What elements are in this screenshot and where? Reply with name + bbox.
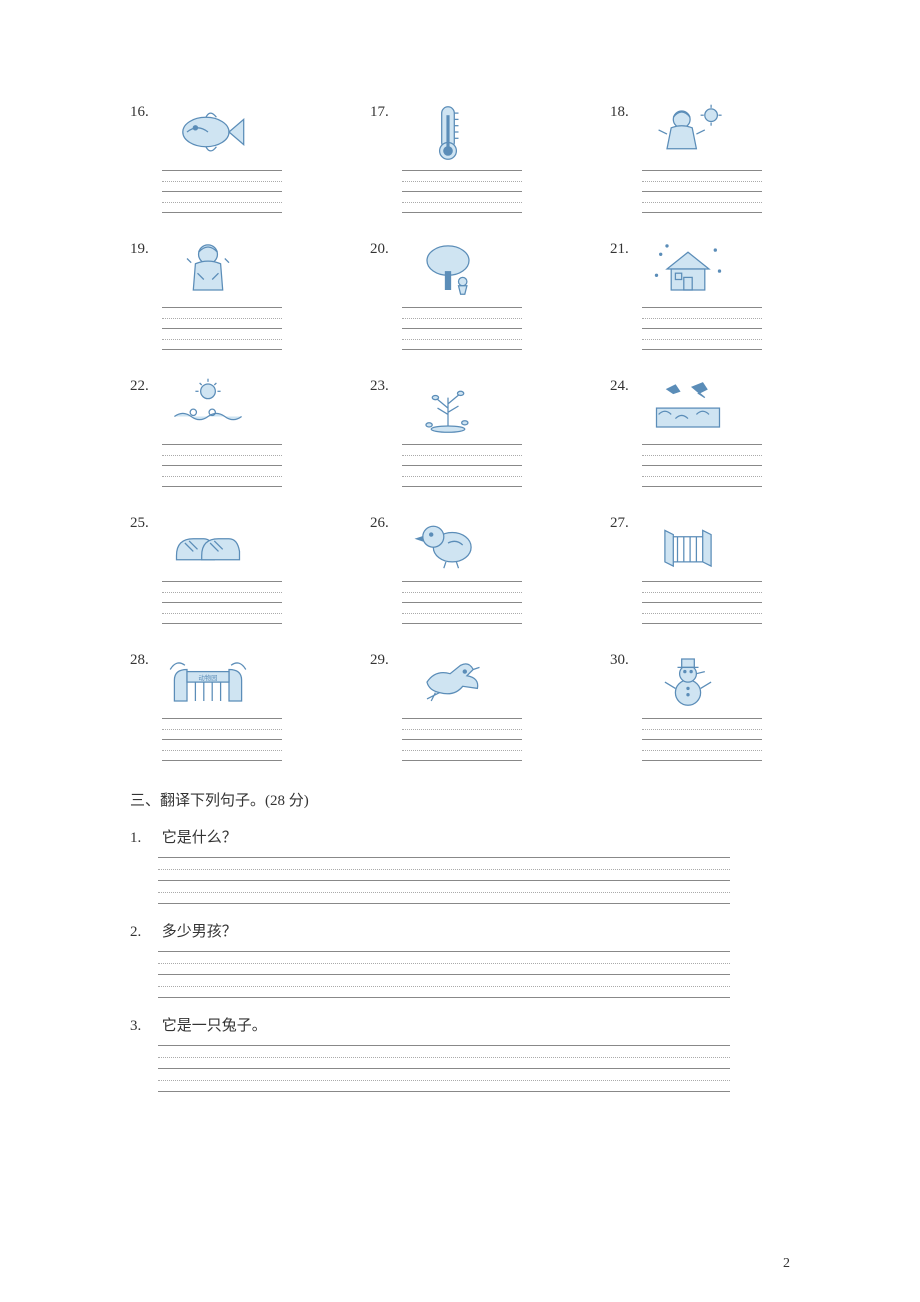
picture-grid: 16. 17. 18. [130,100,790,761]
translation-number: 3. [130,1018,158,1035]
question-number: 21. [610,237,642,258]
question-number: 29. [370,648,402,669]
picture-item: 21. [610,237,790,350]
translation-item: 3. 它是一只兔子。 [130,1014,790,1092]
tree-child-icon [402,237,494,301]
picture-item: 24. [610,374,790,487]
question-number: 28. [130,648,162,669]
picture-item: 23. [370,374,550,487]
translation-text: 它是什么？ [162,830,237,846]
answer-rule-lines [642,301,762,350]
question-number: 26. [370,511,402,532]
answer-rule-lines [162,712,282,761]
question-number: 20. [370,237,402,258]
answer-rule-lines [402,301,522,350]
picture-item: 25. [130,511,310,624]
answer-rule-lines [162,301,282,350]
picture-item: 29. [370,648,550,761]
answer-rule-lines [162,438,282,487]
answer-rule-lines [642,575,762,624]
picture-item: 17. [370,100,550,213]
translation-number: 2. [130,924,158,941]
question-number: 24. [610,374,642,395]
translation-text: 它是一只兔子。 [162,1018,267,1034]
section-3-heading: 三、翻译下列句子。(28 分) [130,789,790,810]
girl-sun-icon [642,100,734,164]
page-number: 2 [783,1256,790,1272]
picture-item: 22. [130,374,310,487]
snow-house-icon [642,237,734,301]
picture-item: 27. [610,511,790,624]
answer-rule-lines [162,164,282,213]
chick-icon [402,511,494,575]
answer-rule-lines [158,857,730,904]
snowman-icon [642,648,734,712]
translation-item: 1. 它是什么？ [130,826,790,904]
question-number: 25. [130,511,162,532]
dove-icon [402,648,494,712]
shoes-icon [162,511,254,575]
answer-rule-lines [158,951,730,998]
answer-rule-lines [642,438,762,487]
translation-item: 2. 多少男孩？ [130,920,790,998]
question-number: 30. [610,648,642,669]
question-number: 23. [370,374,402,395]
answer-rule-lines [642,712,762,761]
picture-item: 18. [610,100,790,213]
autumn-tree-icon [402,374,494,438]
question-number: 16. [130,100,162,121]
translation-list: 1. 它是什么？ 2. 多少男孩？ 3. 它是一只兔子。 [130,826,790,1092]
picture-item: 20. [370,237,550,350]
worksheet-page: 16. 17. 18. [0,0,920,1302]
answer-rule-lines [402,712,522,761]
picture-item: 16. [130,100,310,213]
cold-person-icon [162,237,254,301]
question-number: 17. [370,100,402,121]
picture-item: 30. [610,648,790,761]
translation-text: 多少男孩？ [162,924,237,940]
translation-number: 1. [130,830,158,847]
picture-item: 26. [370,511,550,624]
answer-rule-lines [158,1045,730,1092]
question-number: 27. [610,511,642,532]
answer-rule-lines [642,164,762,213]
picture-item: 28. [130,648,310,761]
thermometer-icon [402,100,494,164]
sun-swim-icon [162,374,254,438]
answer-rule-lines [402,575,522,624]
question-number: 22. [130,374,162,395]
zoo-gate-icon [162,648,254,712]
picture-item: 19. [130,237,310,350]
fish-icon [162,100,254,164]
gate-icon [642,511,734,575]
question-number: 18. [610,100,642,121]
swallows-icon [642,374,734,438]
question-number: 19. [130,237,162,258]
answer-rule-lines [402,164,522,213]
answer-rule-lines [402,438,522,487]
answer-rule-lines [162,575,282,624]
